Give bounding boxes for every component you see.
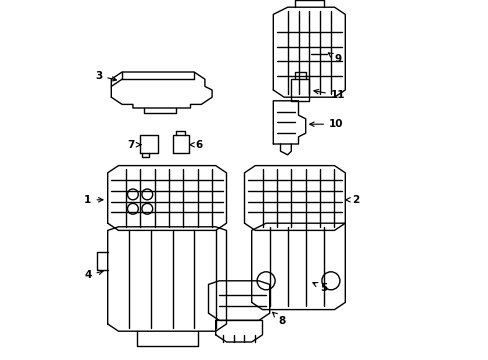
Text: 8: 8 bbox=[272, 312, 285, 326]
Text: 2: 2 bbox=[345, 195, 359, 205]
Text: 10: 10 bbox=[309, 119, 343, 129]
Text: 5: 5 bbox=[312, 283, 326, 293]
Text: 9: 9 bbox=[327, 53, 341, 64]
Text: 4: 4 bbox=[84, 270, 103, 280]
Text: 7: 7 bbox=[127, 140, 141, 150]
Text: 3: 3 bbox=[95, 71, 116, 81]
Text: 6: 6 bbox=[189, 140, 203, 150]
Text: 1: 1 bbox=[84, 195, 103, 205]
Text: 11: 11 bbox=[313, 89, 345, 100]
